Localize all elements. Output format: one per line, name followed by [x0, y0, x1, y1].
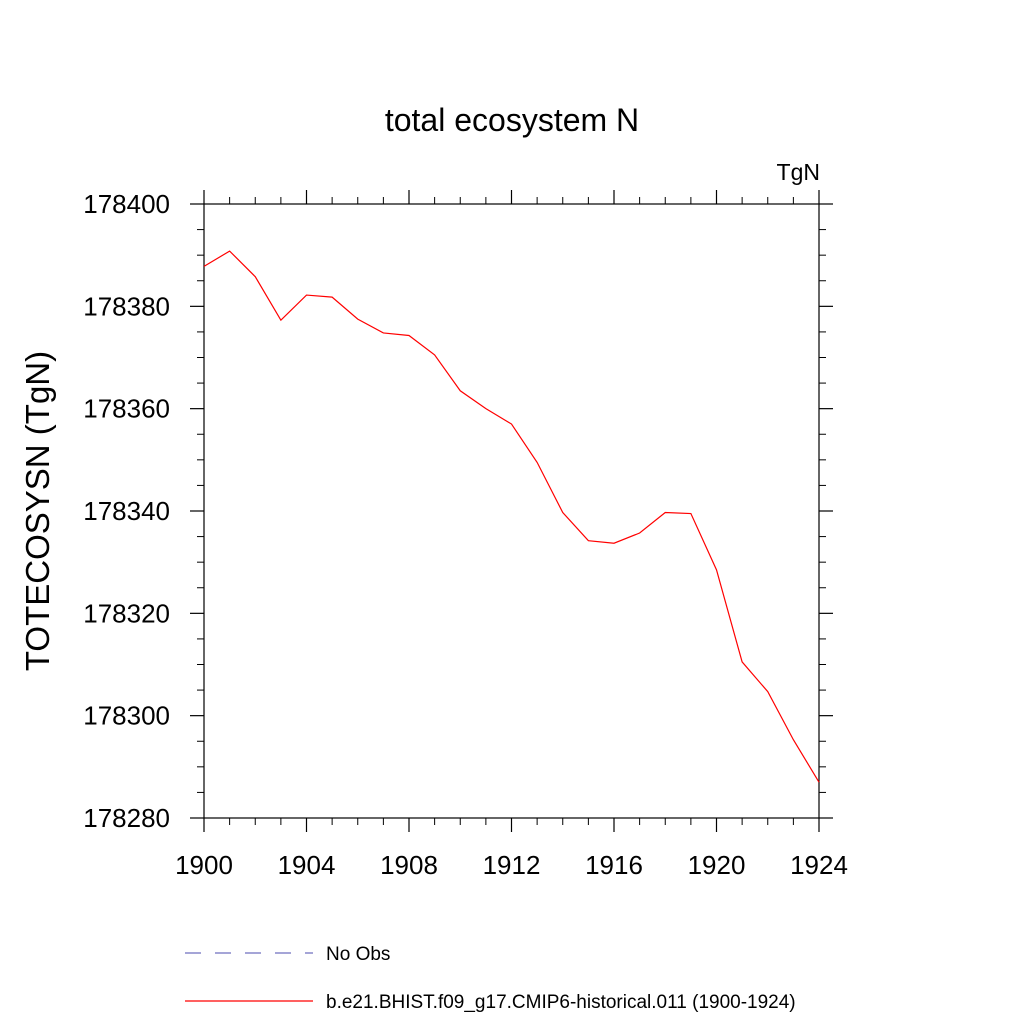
- legend-label-0: No Obs: [326, 944, 390, 965]
- y-tick-label: 178380: [83, 291, 170, 321]
- y-tick-label: 178400: [83, 189, 170, 219]
- x-tick-label: 1916: [585, 850, 643, 880]
- x-tick-label: 1920: [688, 850, 746, 880]
- x-tick-label: 1908: [380, 850, 438, 880]
- units-label: TgN: [777, 159, 820, 185]
- y-tick-label: 178340: [83, 496, 170, 526]
- legend: No Obs b.e21.BHIST.f09_g17.CMIP6-historic…: [185, 944, 796, 1013]
- legend-label-1: b.e21.BHIST.f09_g17.CMIP6-historical.011…: [326, 992, 796, 1013]
- y-axis-title: TOTECOSYSN (TgN): [19, 351, 56, 671]
- plot-area: 1900 1904 1908 1912 1916 1920 1924 178280 178300…: [83, 189, 848, 880]
- plot-frame: [203, 203, 820, 819]
- x-tick-label: 1904: [278, 850, 336, 880]
- x-tick-label: 1912: [483, 850, 541, 880]
- y-tick-label: 178300: [83, 701, 170, 731]
- y-tick-label: 178280: [83, 803, 170, 833]
- y-tick-label: 178360: [83, 394, 170, 424]
- y-tick-label: 178320: [83, 598, 170, 628]
- x-tick-label: 1924: [790, 850, 848, 880]
- chart-title: total ecosystem N: [385, 102, 639, 138]
- x-tick-label: 1900: [175, 850, 233, 880]
- series-line-1: [203, 250, 820, 783]
